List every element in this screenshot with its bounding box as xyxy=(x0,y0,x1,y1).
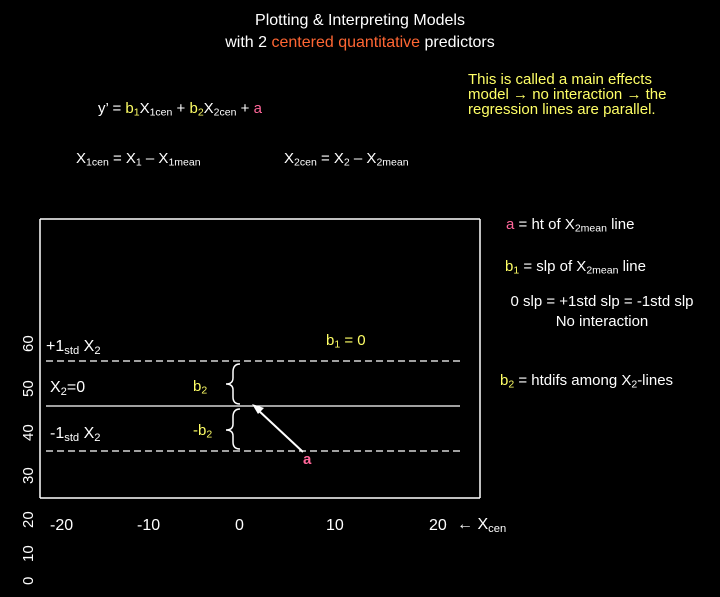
x2-centering-definition: X2cen = X2 – X2mean xyxy=(284,150,409,169)
page-title: Plotting & Interpreting Models with 2 ce… xyxy=(0,10,720,54)
note-line-2-post: the xyxy=(641,86,667,103)
b1-definition: b1 = slp of X2mean line xyxy=(505,258,646,277)
b2-brace-lower xyxy=(225,408,241,450)
title-line-2: with 2 centered quantitative predictors xyxy=(0,32,720,54)
equation-b2: b2 xyxy=(189,100,204,119)
plus-1std-line-label: +1std X2 xyxy=(46,338,101,357)
equation-x1: X1cen xyxy=(139,100,173,119)
title-highlight: centered quantitative xyxy=(271,34,421,51)
x-tick-label: -20 xyxy=(50,517,74,534)
intercept-arrow-head xyxy=(252,404,264,414)
mean-line-label: X2=0 xyxy=(50,379,86,398)
y-tick-label: 40 xyxy=(20,424,37,441)
title-line-1: Plotting & Interpreting Models xyxy=(255,12,465,29)
minus-1std-line-label: -1std X2 xyxy=(50,425,101,444)
y-tick-label: 10 xyxy=(20,545,37,562)
intercept-a-label: a xyxy=(303,451,312,468)
equation-a: a xyxy=(253,100,262,117)
plot-canvas xyxy=(39,218,481,499)
x-axis-title: ← Xcen xyxy=(457,516,507,535)
y-tick-label: 60 xyxy=(20,335,37,352)
right-arrow-icon: → xyxy=(513,86,529,103)
equation-plus: + xyxy=(172,100,190,117)
x-tick-label: 10 xyxy=(326,517,344,534)
a-definition: a = ht of X2mean line xyxy=(506,216,635,235)
slope-equality-line-2: No interaction xyxy=(555,313,649,330)
slope-equality-line-1: 0 slp = +1std slp = -1std slp xyxy=(510,293,694,310)
slope-equality-note: 0 slp = +1std slp = -1std slp No interac… xyxy=(484,292,720,332)
y-tick-label: 30 xyxy=(20,467,37,484)
b1-zero-label: b1 = 0 xyxy=(326,332,366,351)
x-tick-label: 20 xyxy=(429,517,447,534)
equation-plus: + xyxy=(236,100,254,117)
b2-definition: b2 = htdifs among X2-lines xyxy=(500,372,674,391)
x-tick-label: 0 xyxy=(235,517,244,534)
right-arrow-icon: → xyxy=(626,86,642,103)
equation-lhs: y’ = xyxy=(98,100,126,117)
y-axis-tick-group: 0 10 20 30 40 50 60 xyxy=(20,117,40,597)
equation-x2: X2cen xyxy=(203,100,237,119)
intercept-arrow-shaft xyxy=(257,409,304,453)
y-tick-label: 20 xyxy=(20,511,37,528)
title-line-2-post: predictors xyxy=(420,34,495,51)
note-line-2: model → no interaction → the xyxy=(468,87,666,102)
y-tick-label: 50 xyxy=(20,380,37,397)
note-line-2-mid: no interaction xyxy=(528,86,627,103)
note-line-3: regression lines are parallel. xyxy=(468,101,656,118)
y-tick-label: 0 xyxy=(20,576,37,585)
equation-b1: b1 xyxy=(125,100,140,119)
title-line-2-pre: with 2 xyxy=(225,34,272,51)
main-effects-note: This is called a main effects model → no… xyxy=(468,72,666,117)
left-arrow-icon: ← xyxy=(457,516,473,533)
model-equation: y’ = b1X1cen + b2X2cen + a xyxy=(98,100,262,119)
neg-b2-brace-label: -b2 xyxy=(193,422,213,441)
x1-centering-definition: X1cen = X1 – X1mean xyxy=(76,150,201,169)
x-tick-label: -10 xyxy=(137,517,161,534)
b2-brace-label: b2 xyxy=(193,378,208,397)
b2-brace-upper xyxy=(225,363,241,405)
note-line-1: This is called a main effects xyxy=(468,71,652,88)
note-line-2-pre: model xyxy=(468,86,514,103)
